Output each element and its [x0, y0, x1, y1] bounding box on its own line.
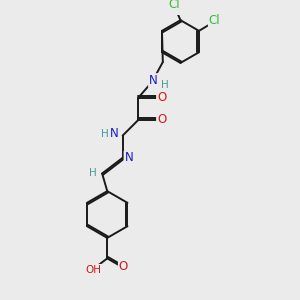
Text: N: N — [124, 151, 133, 164]
Text: N: N — [110, 127, 119, 140]
Text: H: H — [89, 168, 97, 178]
Text: H: H — [161, 80, 169, 90]
Text: O: O — [157, 91, 166, 104]
Text: Cl: Cl — [168, 0, 180, 11]
Text: H: H — [101, 129, 109, 139]
Text: OH: OH — [86, 265, 102, 275]
Text: O: O — [119, 260, 128, 273]
Text: Cl: Cl — [209, 14, 220, 27]
Text: O: O — [157, 113, 166, 126]
Text: N: N — [149, 74, 158, 87]
